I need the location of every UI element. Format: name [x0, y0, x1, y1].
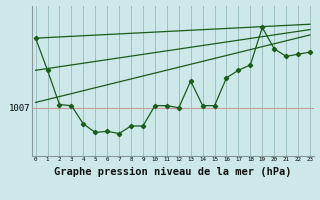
X-axis label: Graphe pression niveau de la mer (hPa): Graphe pression niveau de la mer (hPa): [54, 167, 292, 177]
